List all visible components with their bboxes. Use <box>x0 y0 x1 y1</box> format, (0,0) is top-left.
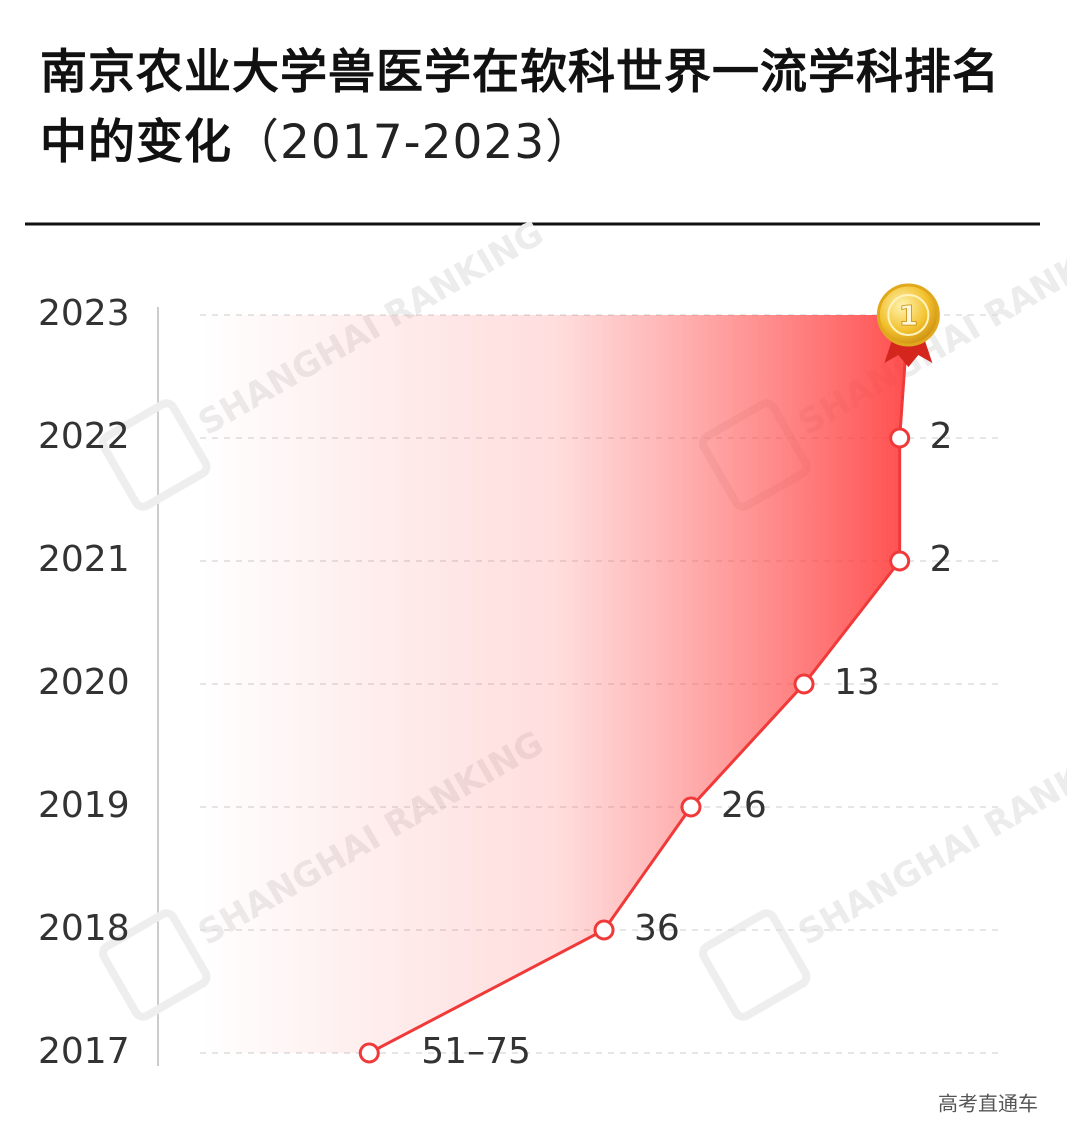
y-tick-label: 2023 <box>38 293 130 334</box>
y-tick-label: 2022 <box>38 416 130 457</box>
data-label: 1 <box>899 299 918 332</box>
point <box>889 550 911 572</box>
data-label: 26 <box>721 785 767 826</box>
source: 高考直通车 <box>938 1092 1038 1116</box>
medal-inner <box>887 294 930 336</box>
y-tick-label: 2017 <box>38 1031 130 1072</box>
data-label: 36 <box>634 908 680 949</box>
data-label: 2 <box>930 416 953 457</box>
point <box>358 1042 380 1064</box>
point <box>680 796 702 818</box>
medal <box>876 283 940 347</box>
area-fill <box>200 315 909 1053</box>
y-tick-label: 2019 <box>38 785 130 826</box>
data-label: 13 <box>834 662 880 703</box>
watermark-logo <box>699 909 811 1021</box>
watermark: SHANGHAI RANKING <box>699 723 1067 1021</box>
title-block: 南京农业大学兽医学在软科世界一流学科排名中的变化（2017-2023） <box>40 38 1040 178</box>
chart-subtitle: （2017-2023） <box>232 115 594 170</box>
data-label: 51–75 <box>421 1031 531 1072</box>
data-label: 2 <box>930 539 953 580</box>
y-tick-label: 2018 <box>38 908 130 949</box>
watermark-logo <box>99 399 211 511</box>
point <box>593 919 615 941</box>
chart-title: 南京农业大学兽医学在软科世界一流学科排名中的变化 <box>40 45 1000 170</box>
watermark-text: SHANGHAI RANKING <box>792 723 1067 953</box>
point <box>793 673 815 695</box>
y-tick-label: 2020 <box>38 662 130 703</box>
y-tick-label: 2021 <box>38 539 130 580</box>
watermark-logo <box>99 909 211 1021</box>
point <box>889 427 911 449</box>
